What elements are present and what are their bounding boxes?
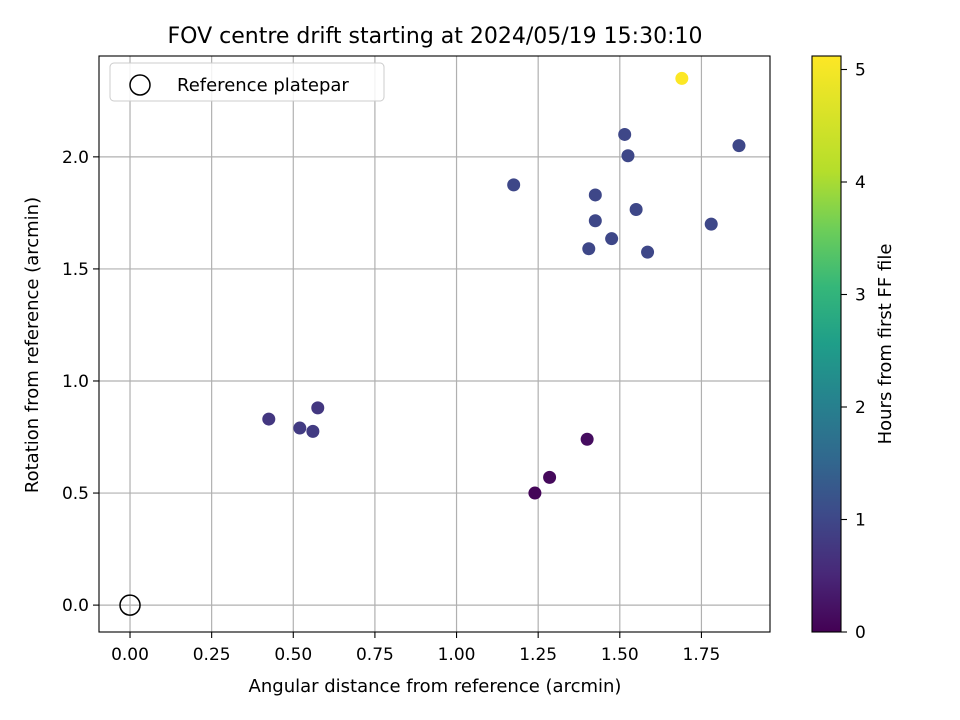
- x-tick-label: 1.50: [601, 645, 639, 665]
- y-tick-label: 1.5: [62, 260, 89, 280]
- x-tick-label: 1.25: [519, 645, 557, 665]
- data-point: [528, 486, 542, 500]
- data-point: [704, 217, 718, 231]
- data-point: [543, 470, 557, 484]
- data-point: [262, 412, 276, 426]
- data-point: [293, 421, 307, 435]
- data-point: [582, 242, 596, 256]
- y-tick-label: 1.0: [62, 372, 89, 392]
- x-tick-label: 0.25: [193, 645, 231, 665]
- data-point: [580, 432, 594, 446]
- data-point: [507, 178, 521, 192]
- colorbar-tick-label: 4: [855, 173, 866, 193]
- colorbar-ticks: 0 1 2 3 4 5: [841, 61, 866, 643]
- y-tick-label: 0.5: [62, 484, 89, 504]
- data-point: [732, 139, 746, 153]
- data-point: [605, 232, 619, 246]
- data-point: [618, 127, 632, 141]
- chart-title: FOV centre drift starting at 2024/05/19 …: [168, 24, 703, 49]
- data-point: [675, 71, 689, 85]
- data-point: [621, 149, 635, 163]
- x-tick-label: 0.00: [111, 645, 149, 665]
- axes-frame: [98, 55, 771, 633]
- legend-marker-reference: [129, 74, 151, 96]
- x-tick-label: 0.50: [274, 645, 312, 665]
- legend: Reference platepar: [109, 62, 385, 102]
- legend-box: [109, 62, 385, 102]
- data-point: [306, 424, 320, 438]
- reference-point-marker: [119, 594, 141, 616]
- x-axis-ticks: 0.00 0.25 0.50 0.75 1.00 1.25 1.50 1.75: [111, 632, 720, 665]
- x-tick-label: 1.75: [683, 645, 721, 665]
- data-point: [588, 188, 602, 202]
- colorbar-tick-label: 1: [855, 511, 866, 531]
- colorbar-tick-label: 3: [855, 286, 866, 306]
- y-axis-label: Rotation from reference (arcmin): [22, 197, 43, 493]
- data-point: [629, 203, 643, 217]
- colorbar-label: Hours from first FF file: [875, 244, 896, 445]
- colorbar: 0 1 2 3 4 5 Hours from first FF file: [811, 55, 896, 643]
- x-tick-label: 1.00: [438, 645, 476, 665]
- data-point: [588, 214, 602, 228]
- y-tick-label: 0.0: [62, 596, 89, 616]
- y-tick-label: 2.0: [62, 148, 89, 168]
- colorbar-tick-label: 2: [855, 398, 866, 418]
- grid-lines: [99, 56, 770, 632]
- colorbar-gradient: [811, 55, 842, 633]
- colorbar-tick-label: 5: [855, 61, 866, 81]
- colorbar-tick-label: 0: [855, 623, 866, 643]
- x-axis-label: Angular distance from reference (arcmin): [249, 676, 622, 697]
- data-point: [311, 401, 325, 415]
- scatter-points: [119, 71, 746, 616]
- y-axis-ticks: 0.0 0.5 1.0 1.5 2.0: [62, 148, 99, 616]
- legend-entry-reference: Reference platepar: [177, 75, 349, 96]
- data-point: [641, 245, 655, 259]
- x-tick-label: 0.75: [356, 645, 394, 665]
